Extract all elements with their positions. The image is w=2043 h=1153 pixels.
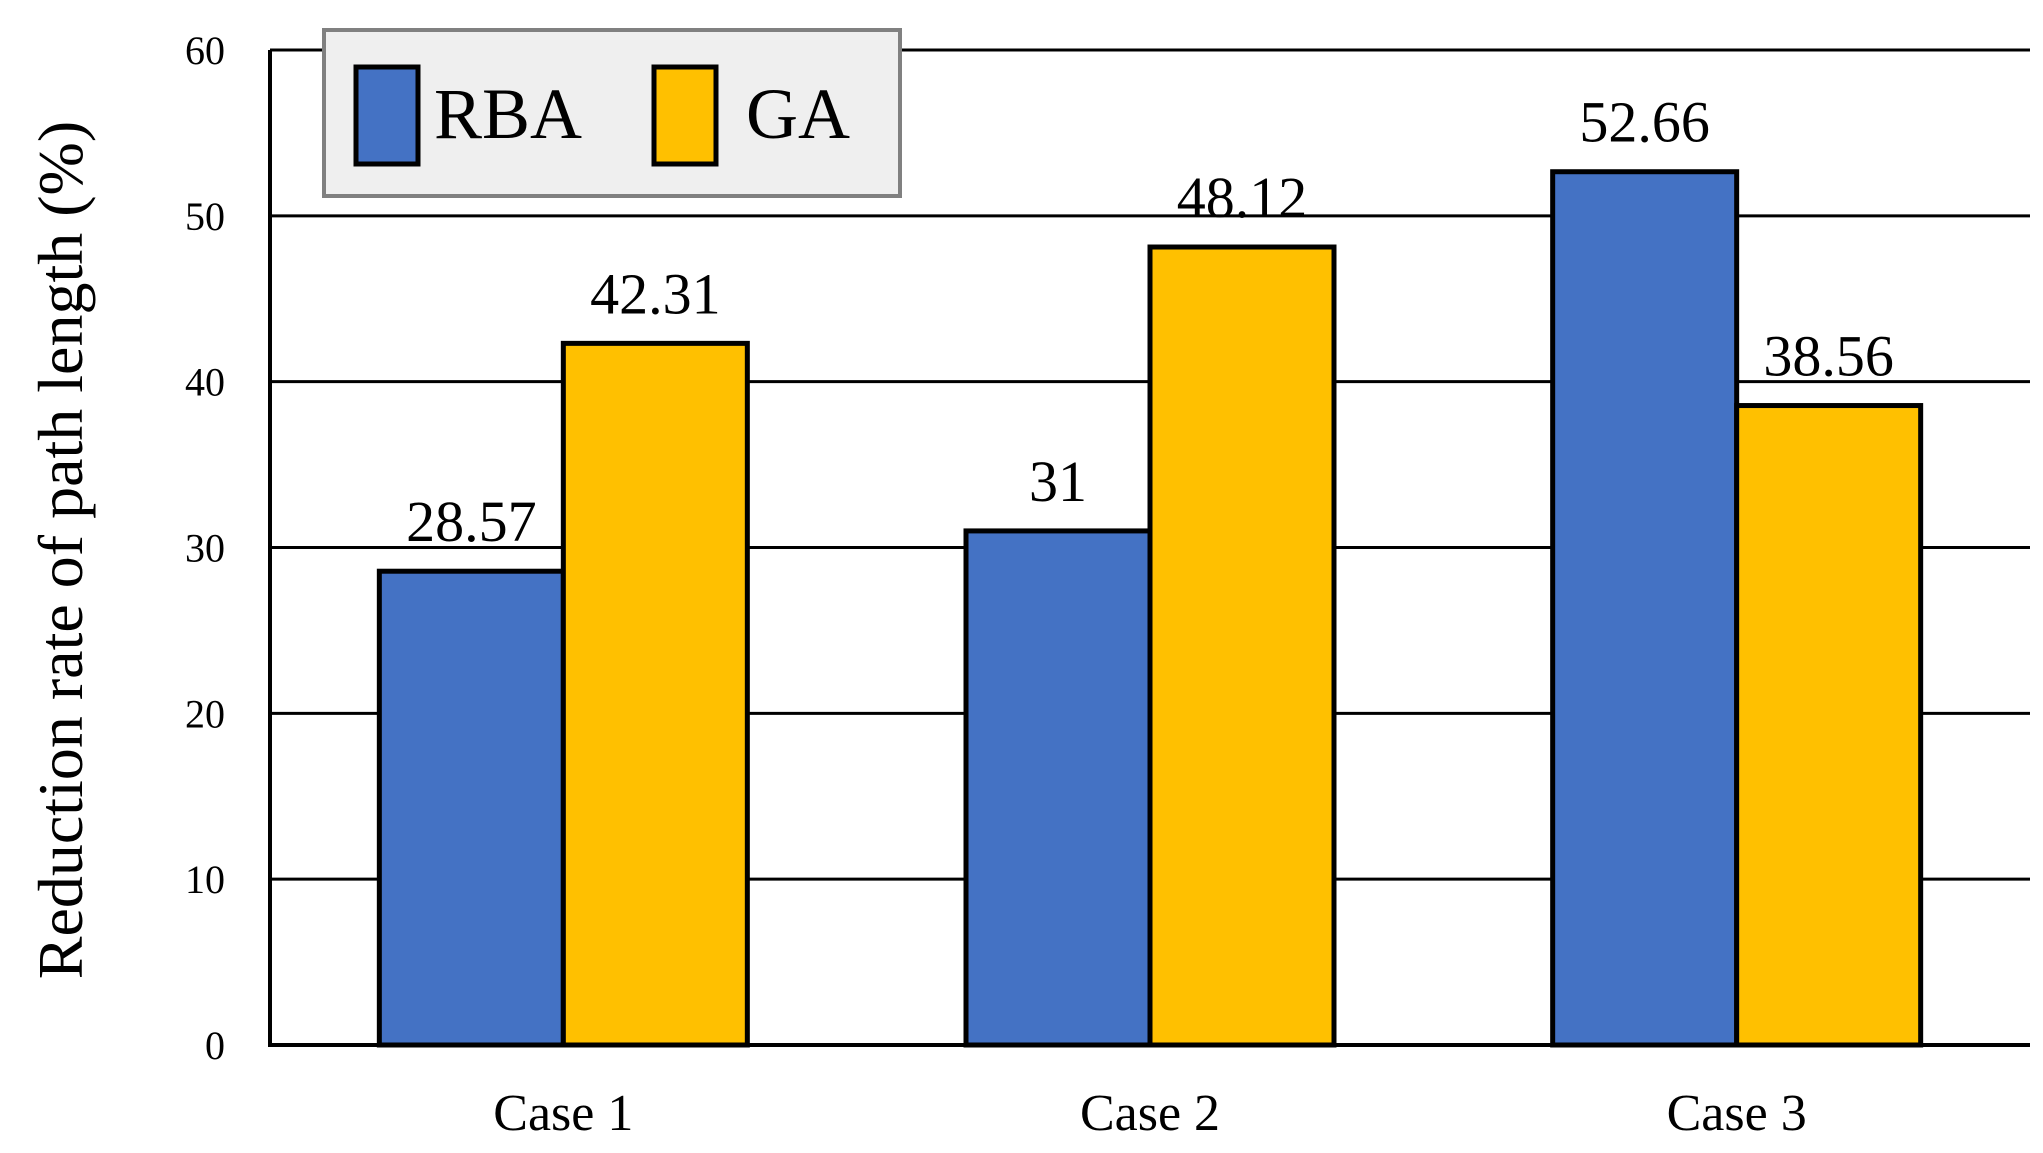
legend: RBA GA [322, 28, 902, 198]
bar-rba-case-1 [376, 568, 566, 1048]
x-tick-label: Case 1 [493, 1085, 633, 1142]
data-label-ga-case-2: 48.12 [1177, 165, 1308, 230]
bar-ga-case-1 [560, 340, 750, 1048]
y-tick-label: 10 [185, 857, 225, 902]
x-axis-labels: Case 1 Case 2 Case 3 [493, 1085, 1806, 1142]
data-label-rba-case-1: 28.57 [406, 489, 537, 554]
x-tick-label: Case 2 [1080, 1085, 1220, 1142]
legend-label-rba: RBA [434, 74, 582, 154]
y-tick-label: 20 [185, 691, 225, 736]
bar-ga-case-3 [1734, 403, 1924, 1048]
data-label-ga-case-1: 42.31 [590, 261, 721, 326]
bar-rba-case-3 [1550, 169, 1740, 1048]
x-tick-label: Case 3 [1667, 1085, 1807, 1142]
y-tick-label: 30 [185, 526, 225, 571]
y-axis-ticks: 0 10 20 30 40 50 60 [185, 28, 225, 1068]
legend-swatch-ga [651, 64, 719, 167]
data-labels: 28.57 42.31 31 48.12 52.66 38.56 [406, 90, 1894, 554]
y-tick-label: 40 [185, 360, 225, 405]
bar-rba-case-2 [963, 528, 1153, 1048]
bar-ga-case-2 [1147, 244, 1337, 1048]
legend-label-ga: GA [746, 74, 850, 154]
y-axis-title: Reduction rate of path length (%) [25, 121, 96, 979]
data-label-rba-case-2: 31 [1029, 449, 1087, 514]
bars [376, 169, 1924, 1048]
legend-swatch-rba [353, 64, 421, 167]
data-label-ga-case-3: 38.56 [1763, 324, 1894, 389]
y-tick-label: 50 [185, 194, 225, 239]
y-tick-label: 60 [185, 28, 225, 73]
data-label-rba-case-3: 52.66 [1579, 90, 1710, 155]
y-tick-label: 0 [205, 1023, 225, 1068]
